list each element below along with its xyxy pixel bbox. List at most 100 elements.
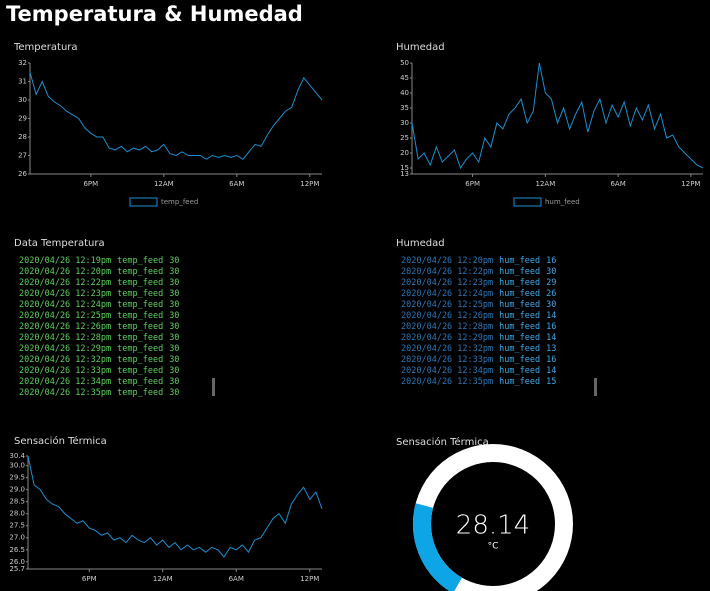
log-row: 2020/04/26 12:20pm hum_feed 16 [401,256,556,266]
log-cell: 30 [169,344,179,354]
x-tick-label: 6AM [229,575,244,583]
log-cell: 16 [546,355,556,365]
log-cell: hum_feed [499,377,540,387]
scrollbar[interactable] [212,378,215,396]
log-row: 2020/04/26 12:29pm hum_feed 14 [401,333,556,343]
y-tick-label: 20 [400,149,409,157]
log-cell: temp_feed [117,300,163,310]
log-cell: 14 [546,311,556,321]
data-line [27,455,323,558]
log-cell: hum_feed [499,355,540,365]
log-title: Data Temperatura [14,238,105,249]
log-cell: temp_feed [117,311,163,321]
log-row: 2020/04/26 12:26pm temp_feed 30 [19,322,179,332]
legend-swatch [513,197,542,207]
y-tick-label: 26.5 [9,546,25,554]
log-cell: 30 [169,300,179,310]
log-cell: 13 [546,344,556,354]
x-tick-label: 12PM [300,575,319,583]
log-cell: hum_feed [499,344,540,354]
y-tick-label: 28 [18,133,27,141]
y-tick-label: 30 [18,96,27,104]
y-tick-label: 25.7 [9,565,25,573]
log-cell: 2020/04/26 12:35pm [19,388,111,398]
y-tick-label: 50 [400,59,409,67]
log-cell: 30 [169,377,179,387]
x-tick-label: 6PM [82,575,97,583]
log-row: 2020/04/26 12:32pm temp_feed 30 [19,355,179,365]
gauge-value: 28.14 [456,511,530,541]
legend-label: hum_feed [545,198,580,206]
log-row: 2020/04/26 12:28pm temp_feed 30 [19,333,179,343]
log-row: 2020/04/26 12:20pm temp_feed 30 [19,267,179,277]
log-cell: 2020/04/26 12:26pm [401,311,493,321]
y-tick-label: 35 [400,104,409,112]
y-tick-label: 45 [400,74,409,82]
log-row: 2020/04/26 12:24pm hum_feed 26 [401,289,556,299]
log-cell: 2020/04/26 12:20pm [19,267,111,277]
gauge-title: Sensación Térmica [396,436,489,448]
log-cell: temp_feed [117,344,163,354]
log-cell: 2020/04/26 12:29pm [401,333,493,343]
log-cell: hum_feed [499,278,540,288]
log-cell: 30 [169,366,179,376]
log-cell: 14 [546,333,556,343]
y-tick-label: 40 [400,89,409,97]
log-cell: 2020/04/26 12:25pm [401,300,493,310]
chart-title: Temperatura [13,42,78,53]
x-tick-label: 6PM [465,180,480,188]
log-row: 2020/04/26 12:28pm hum_feed 16 [401,322,556,332]
log-cell: 2020/04/26 12:34pm [401,366,493,376]
y-tick-label: 30.0 [9,462,25,470]
log-cell: temp_feed [117,366,163,376]
y-tick-label: 29.5 [9,474,25,482]
log-cell: temp_feed [117,256,163,266]
log-row: 2020/04/26 12:25pm temp_feed 30 [19,311,179,321]
log-cell: 2020/04/26 12:25pm [19,311,111,321]
log-row: 2020/04/26 12:33pm temp_feed 30 [19,366,179,376]
log-row: 2020/04/26 12:19pm temp_feed 30 [19,256,179,266]
x-tick-label: 12AM [536,180,556,188]
log-row: 2020/04/26 12:25pm hum_feed 30 [401,300,556,310]
log-row: 2020/04/26 12:35pm temp_feed 30 [19,388,179,398]
gauge-unit: °C [488,542,499,552]
scrollbar[interactable] [594,378,597,396]
y-tick-label: 32 [18,59,27,67]
y-tick-label: 29.0 [9,486,25,494]
log-row: 2020/04/26 12:29pm temp_feed 30 [19,344,179,354]
data-line [411,62,704,170]
log-cell: 2020/04/26 12:32pm [401,344,493,354]
dashboard-title: Temperatura & Humedad [6,2,303,26]
log-cell: 30 [169,388,179,398]
log-cell: hum_feed [499,322,540,332]
chart-title: Humedad [396,42,445,53]
log-cell: 30 [169,289,179,299]
y-tick-label: 26 [18,170,27,178]
log-row: 2020/04/26 12:33pm hum_feed 16 [401,355,556,365]
log-cell: 2020/04/26 12:28pm [401,322,493,332]
y-tick-label: 27.5 [9,522,25,530]
log-cell: 29 [546,278,556,288]
log-cell: hum_feed [499,333,540,343]
log-cell: 2020/04/26 12:24pm [401,289,493,299]
y-tick-label: 30.4 [9,452,25,460]
y-tick-label: 31 [18,78,27,86]
log-cell: hum_feed [499,289,540,299]
y-tick-label: 29 [18,115,27,123]
log-cell: 16 [546,322,556,332]
log-row: 2020/04/26 12:22pm hum_feed 30 [401,267,556,277]
log-cell: 2020/04/26 12:22pm [19,278,111,288]
log-cell: 14 [546,366,556,376]
log-row: 2020/04/26 12:32pm hum_feed 13 [401,344,556,354]
log-row: 2020/04/26 12:26pm hum_feed 14 [401,311,556,321]
x-tick-label: 12PM [681,180,700,188]
log-cell: 2020/04/26 12:29pm [19,344,111,354]
log-cell: 30 [169,322,179,332]
log-cell: 30 [169,256,179,266]
log-cell: hum_feed [499,311,540,321]
log-cell: 15 [546,377,556,387]
log-cell: 2020/04/26 12:28pm [19,333,111,343]
log-cell: 30 [169,355,179,365]
log-row: 2020/04/26 12:23pm temp_feed 30 [19,289,179,299]
